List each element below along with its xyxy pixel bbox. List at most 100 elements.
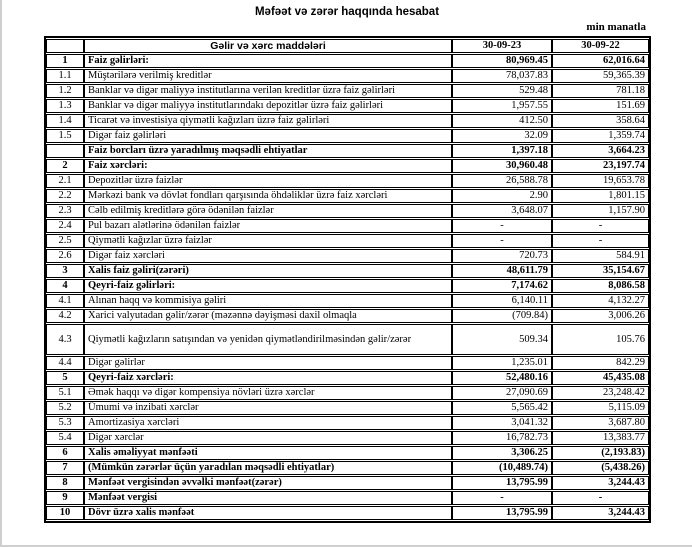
row-value-2022: 62,016.64	[552, 54, 649, 68]
row-value-2022: 842.29	[552, 356, 649, 370]
row-value-2023: 3,306.25	[452, 446, 552, 460]
row-label: Digər xərclər	[84, 431, 452, 445]
row-value-2023: -	[452, 491, 552, 505]
row-value-2023: 6,140.11	[452, 294, 552, 308]
table-row: 2.1 Depozitlər üzrə faizlər 26,588.78 19,65…	[46, 174, 649, 188]
row-value-2022: (2,193.83)	[552, 446, 649, 460]
row-value-2022: 584.91	[552, 249, 649, 263]
row-value-2022: 13,383.77	[552, 431, 649, 445]
row-number: 1	[46, 54, 84, 68]
row-label: Dövr üzrə xalis mənfəət	[84, 506, 452, 520]
header-cell-number	[46, 39, 84, 53]
row-number: 2	[46, 159, 84, 173]
row-label: Ümumi və inzibati xərclər	[84, 401, 452, 415]
row-value-2023: 32.09	[452, 129, 552, 143]
table-row: 2.6 Digər faiz xərcləri 720.73 584.91	[46, 249, 649, 263]
row-label: Digər gəlirlər	[84, 356, 452, 370]
profit-loss-table: Gəlir və xərc maddələri 30-09-23 30-09-2…	[44, 36, 651, 523]
row-value-2023: -	[452, 219, 552, 233]
row-number: 4	[46, 279, 84, 293]
row-value-2022: 4,132.27	[552, 294, 649, 308]
row-number: 1.5	[46, 129, 84, 143]
table-row: 5.3 Amortizasiya xərcləri 3,041.32 3,687.80	[46, 416, 649, 430]
row-value-2023: 7,174.62	[452, 279, 552, 293]
row-value-2022: 3,006.26	[552, 309, 649, 323]
row-value-2022: 1,359.74	[552, 129, 649, 143]
table-row: 4.2 Xarici valyutadan gəlir/zərər (məzənn…	[46, 309, 649, 323]
row-number: 2.6	[46, 249, 84, 263]
row-number: 1.2	[46, 84, 84, 98]
header-cell-2023: 30-09-23	[452, 39, 552, 53]
row-number: 7	[46, 461, 84, 475]
table-row: 3 Xalis faiz gəliri(zərəri) 48,611.79 35,15…	[46, 264, 649, 278]
row-label: Qiymətli kağızların satışından və yenidə…	[84, 324, 452, 355]
row-value-2022: 3,244.43	[552, 476, 649, 490]
page-title: Məfəət və zərər haqqında hesabat	[254, 6, 440, 18]
row-label: Əmək haqqı və digər kompensiya növləri ü…	[84, 386, 452, 400]
row-value-2022: 3,687.80	[552, 416, 649, 430]
row-number: 2.4	[46, 219, 84, 233]
row-label: Qeyri-faiz gəlirləri:	[84, 279, 452, 293]
row-value-2023: 529.48	[452, 84, 552, 98]
row-number: 1.4	[46, 114, 84, 128]
row-value-2023: 78,037.83	[452, 69, 552, 83]
table-row: Faiz borcları üzrə yaradılmış məqsədli e…	[46, 144, 649, 158]
header-cell-items: Gəlir və xərc maddələri	[84, 39, 452, 53]
row-value-2022: 151.69	[552, 99, 649, 113]
row-label: Digər faiz gəlirləri	[84, 129, 452, 143]
row-number: 10	[46, 506, 84, 520]
row-value-2023: 412.50	[452, 114, 552, 128]
row-number: 5.1	[46, 386, 84, 400]
row-value-2022: 8,086.58	[552, 279, 649, 293]
row-value-2023: -	[452, 234, 552, 248]
table-row: 5 Qeyri-faiz xərcləri: 52,480.16 45,435.08	[46, 371, 649, 385]
row-label: Qiymətli kağızlar üzrə faizlər	[84, 234, 452, 248]
table-row: 1.3 Banklar və digər maliyyə institutları…	[46, 99, 649, 113]
row-label: Depozitlər üzrə faizlər	[84, 174, 452, 188]
row-number: 8	[46, 476, 84, 490]
table-row: 1.2 Banklar və digər maliyyə institutları…	[46, 84, 649, 98]
row-label: Banklar və digər maliyyə institutlarına …	[84, 84, 452, 98]
table-row: 2.4 Pul bazarı alətlərinə ödənilən faizlə…	[46, 219, 649, 233]
row-number: 4.3	[46, 324, 84, 355]
row-label: Banklar və digər maliyyə institutlarında…	[84, 99, 452, 113]
row-label: Cəlb edilmiş kreditlərə görə ödənilən fa…	[84, 204, 452, 218]
row-label: Amortizasiya xərcləri	[84, 416, 452, 430]
table-row: 4 Qeyri-faiz gəlirləri: 7,174.62 8,086.58	[46, 279, 649, 293]
row-value-2023: 26,588.78	[452, 174, 552, 188]
row-number: 3	[46, 264, 84, 278]
table-row: 7 (Mümkün zərərlər üçün yaradılan məqsədl…	[46, 461, 649, 475]
table-row: 5.2 Ümumi və inzibati xərclər 5,565.42 5,11…	[46, 401, 649, 415]
row-number	[46, 144, 84, 158]
table-row: 2 Faiz xərcləri: 30,960.48 23,197.74	[46, 159, 649, 173]
row-label: Mənfəət vergisi	[84, 491, 452, 505]
row-value-2022: 105.76	[552, 324, 649, 355]
row-value-2023: 3,648.07	[452, 204, 552, 218]
row-number: 2.3	[46, 204, 84, 218]
table-row: 8 Mənfəət vergisindən əvvəlki mənfəət(zər…	[46, 476, 649, 490]
row-label: Ticarət və investisiya qiymətli kağızlar…	[84, 114, 452, 128]
row-number: 4.1	[46, 294, 84, 308]
row-value-2023: 52,480.16	[452, 371, 552, 385]
row-value-2023: 30,960.48	[452, 159, 552, 173]
row-value-2022: 19,653.78	[552, 174, 649, 188]
table-row: 5.4 Digər xərclər 16,782.73 13,383.77	[46, 431, 649, 445]
row-number: 1.1	[46, 69, 84, 83]
row-label: Xalis faiz gəliri(zərəri)	[84, 264, 452, 278]
row-number: 5	[46, 371, 84, 385]
row-label: Digər faiz xərcləri	[84, 249, 452, 263]
row-number: 4.2	[46, 309, 84, 323]
row-label: Mərkəzi bank və dövlət fondları qarşısın…	[84, 189, 452, 203]
row-label: (Mümkün zərərlər üçün yaradılan məqsədli…	[84, 461, 452, 475]
row-number: 9	[46, 491, 84, 505]
row-number: 2.2	[46, 189, 84, 203]
row-label: Faiz xərcləri:	[84, 159, 452, 173]
row-number: 2.5	[46, 234, 84, 248]
table-row: 4.4 Digər gəlirlər 1,235.01 842.29	[46, 356, 649, 370]
row-number: 5.3	[46, 416, 84, 430]
table-row: 6 Xalis əməliyyat mənfəəti 3,306.25 (2,193.…	[46, 446, 649, 460]
row-value-2022: -	[552, 491, 649, 505]
table-row: 2.2 Mərkəzi bank və dövlət fondları qarşı…	[46, 189, 649, 203]
header-row: Gəlir və xərc maddələri 30-09-23 30-09-2…	[46, 39, 649, 53]
